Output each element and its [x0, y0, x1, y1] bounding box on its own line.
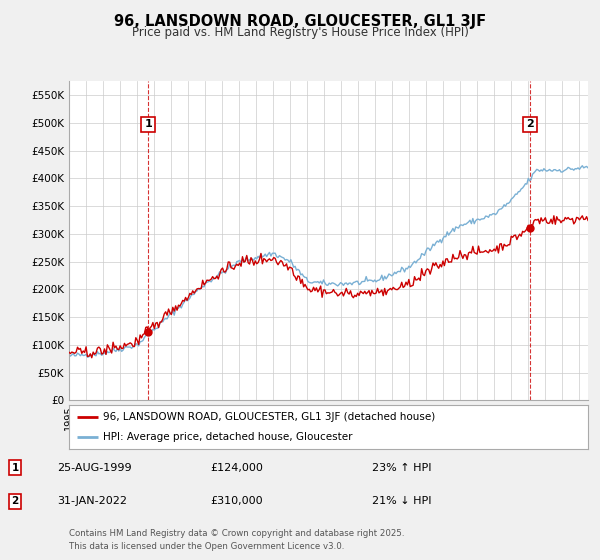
Text: £310,000: £310,000 [210, 496, 263, 506]
Text: 21% ↓ HPI: 21% ↓ HPI [372, 496, 431, 506]
Text: 31-JAN-2022: 31-JAN-2022 [57, 496, 127, 506]
Text: £124,000: £124,000 [210, 463, 263, 473]
Text: Contains HM Land Registry data © Crown copyright and database right 2025.
This d: Contains HM Land Registry data © Crown c… [69, 529, 404, 550]
Text: 1: 1 [144, 119, 152, 129]
Text: 2: 2 [526, 119, 534, 129]
Text: 25-AUG-1999: 25-AUG-1999 [57, 463, 131, 473]
Text: 1: 1 [11, 463, 19, 473]
Text: 2: 2 [11, 496, 19, 506]
Text: 96, LANSDOWN ROAD, GLOUCESTER, GL1 3JF (detached house): 96, LANSDOWN ROAD, GLOUCESTER, GL1 3JF (… [103, 412, 435, 422]
Text: 96, LANSDOWN ROAD, GLOUCESTER, GL1 3JF: 96, LANSDOWN ROAD, GLOUCESTER, GL1 3JF [114, 14, 486, 29]
Text: Price paid vs. HM Land Registry's House Price Index (HPI): Price paid vs. HM Land Registry's House … [131, 26, 469, 39]
Text: 23% ↑ HPI: 23% ↑ HPI [372, 463, 431, 473]
Text: HPI: Average price, detached house, Gloucester: HPI: Average price, detached house, Glou… [103, 432, 352, 442]
